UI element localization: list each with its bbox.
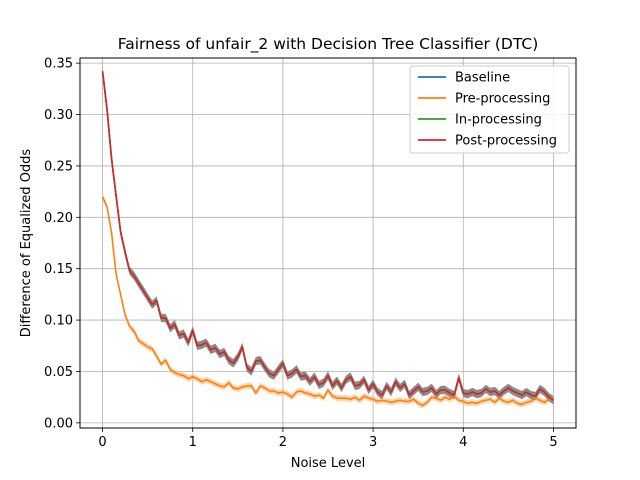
x-tick-label: 4 xyxy=(459,435,467,450)
legend-label: In-processing xyxy=(455,113,542,128)
legend-label: Pre-processing xyxy=(455,92,550,107)
legend-label: Baseline xyxy=(455,71,510,86)
x-tick-label: 0 xyxy=(98,435,106,450)
legend-box xyxy=(409,65,570,154)
chart-title: Fairness of unfair_2 with Decision Tree … xyxy=(118,35,539,54)
y-tick-label: 0.20 xyxy=(44,211,73,226)
y-tick-label: 0.35 xyxy=(44,57,73,72)
y-tick-label: 0.30 xyxy=(44,108,73,123)
series-lines xyxy=(101,71,554,407)
series-line-pre-processing xyxy=(101,196,554,407)
x-tick-label: 3 xyxy=(369,435,377,450)
y-tick-label: 0.10 xyxy=(44,314,73,329)
series-line-post-processing xyxy=(101,71,554,401)
x-axis-label: Noise Level xyxy=(291,456,366,471)
y-tick-label: 0.00 xyxy=(44,416,73,431)
y-tick-label: 0.25 xyxy=(44,159,73,174)
y-tick-label: 0.05 xyxy=(44,365,73,380)
y-tick-label: 0.15 xyxy=(44,262,73,277)
x-tick-label: 5 xyxy=(549,435,557,450)
plot-frame xyxy=(79,57,577,429)
y-axis-label: Difference of Equalized Odds xyxy=(19,149,34,338)
legend: Baseline Pre-processing In-processing Post-… xyxy=(409,65,570,154)
legend-label: Post-processing xyxy=(455,134,557,149)
x-tick-label: 2 xyxy=(279,435,287,450)
x-tick-label: 1 xyxy=(189,435,197,450)
axis-ticks: 0 1 2 3 4 5 0.00 0.05 0.10 0.15 0.20 0.25 0.30 0.35 xyxy=(44,57,558,450)
